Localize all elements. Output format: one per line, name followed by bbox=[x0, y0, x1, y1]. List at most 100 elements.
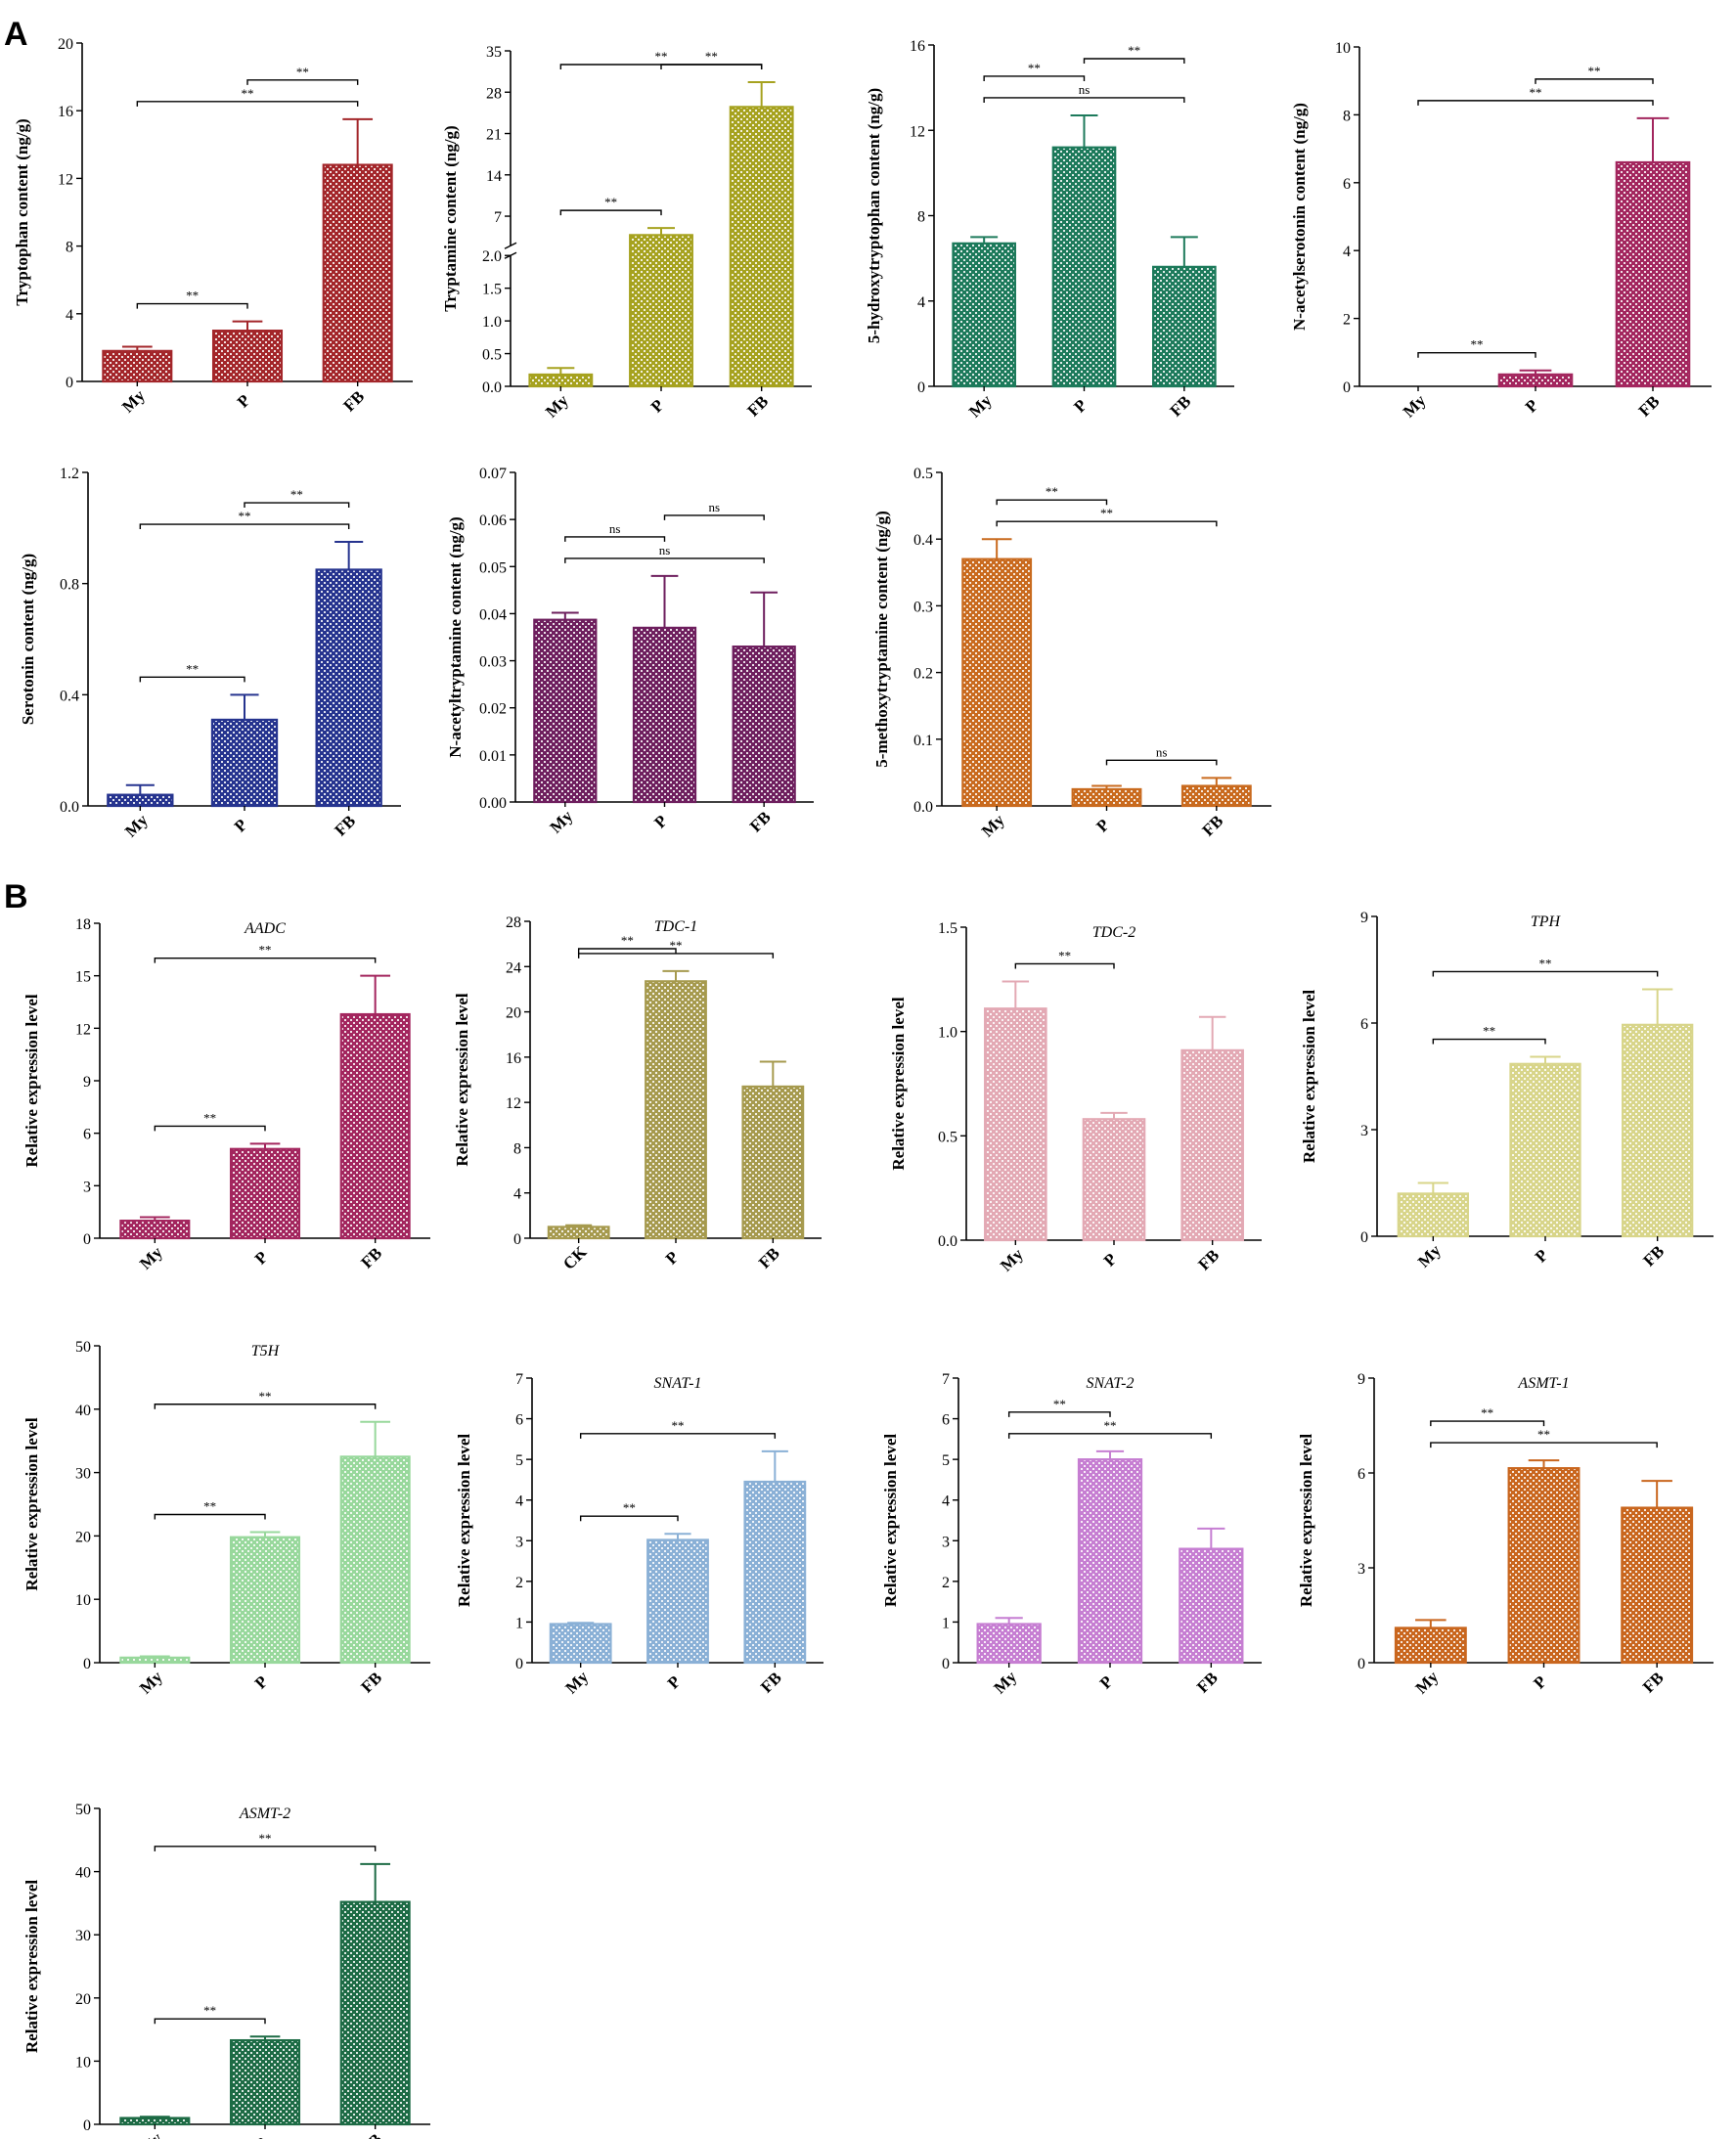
bar bbox=[1394, 1627, 1467, 1665]
y-tick-label: 2.0 bbox=[482, 248, 502, 265]
x-tick-label: CK bbox=[559, 1242, 591, 1273]
significance-label: ** bbox=[1104, 1418, 1117, 1433]
chart-8: 0 4 8 12 16 20 24 28 Relative expression level TD… bbox=[453, 914, 822, 1273]
x-tick-label: P bbox=[664, 1672, 685, 1693]
y-tick-label: 30 bbox=[75, 1466, 91, 1483]
y-tick-label: 0.5 bbox=[938, 1129, 957, 1145]
y-tick-label: 0 bbox=[1360, 1229, 1368, 1246]
y-tick-label: 50 bbox=[75, 1339, 91, 1356]
significance-label: ** bbox=[672, 1418, 685, 1433]
y-tick-label: 0 bbox=[66, 375, 73, 391]
chart-2: 0 4 8 12 16 5-hydroxytryptophan content (ng/g… bbox=[865, 38, 1234, 422]
y-tick-label: 5 bbox=[515, 1452, 523, 1469]
significance-label: ** bbox=[604, 195, 617, 209]
x-tick-label: My bbox=[561, 1667, 592, 1697]
y-tick-label: 20 bbox=[75, 1529, 91, 1545]
x-tick-label: FB bbox=[755, 1244, 783, 1272]
x-tick-label: My bbox=[547, 806, 577, 836]
y-axis-label: Relative expression level bbox=[1297, 1434, 1315, 1607]
y-tick-label: 0.5 bbox=[913, 466, 933, 482]
y-tick-label: 0.1 bbox=[913, 733, 933, 749]
y-tick-label: 0.04 bbox=[479, 606, 507, 623]
significance-label: ** bbox=[1128, 43, 1140, 58]
bar bbox=[1179, 1547, 1244, 1665]
y-tick-label: 16 bbox=[506, 1050, 521, 1067]
chart-3: 0 2 4 6 8 10 N-acetylserotonin content (ng/g) M… bbox=[1290, 40, 1712, 422]
significance-bracket bbox=[154, 1125, 266, 1132]
y-tick-label: 20 bbox=[75, 1991, 91, 2008]
chart-13: 0 1 2 3 4 5 6 7 Relative expression level SNAT-2 M… bbox=[881, 1371, 1262, 1698]
significance-bracket bbox=[154, 1404, 377, 1409]
chart-title: TPH bbox=[1531, 914, 1562, 930]
bar bbox=[533, 618, 598, 804]
y-axis-label: Tryptamine content (ng/g) bbox=[441, 125, 460, 311]
x-tick-label: My bbox=[990, 1667, 1020, 1697]
chart-1: 0.0 0.5 1.0 1.5 2.0 7 14 21 28 35 Tryptamine conte… bbox=[441, 44, 812, 422]
y-tick-label: 12 bbox=[58, 171, 73, 188]
bar bbox=[1497, 373, 1574, 388]
x-tick-label: FB bbox=[1635, 392, 1664, 421]
y-tick-label: 10 bbox=[75, 1592, 91, 1609]
bar bbox=[952, 242, 1016, 388]
y-tick-label: 15 bbox=[75, 969, 91, 986]
x-tick-label: P bbox=[1092, 816, 1113, 836]
significance-bracket bbox=[579, 1515, 679, 1522]
significance-bracket bbox=[577, 948, 677, 954]
significance-bracket bbox=[244, 502, 350, 509]
bar bbox=[1621, 1506, 1694, 1665]
y-tick-label: 12 bbox=[910, 123, 925, 140]
bar bbox=[743, 1480, 807, 1665]
y-tick-label: 7 bbox=[494, 209, 502, 226]
significance-label: ** bbox=[239, 509, 251, 523]
x-tick-label: FB bbox=[746, 808, 775, 836]
y-tick-label: 0.03 bbox=[479, 654, 507, 671]
bar bbox=[211, 330, 284, 383]
y-tick-label: 3 bbox=[1358, 1561, 1365, 1578]
y-tick-label: 4 bbox=[515, 1493, 523, 1510]
bar bbox=[1077, 1458, 1143, 1665]
significance-label: ns bbox=[709, 500, 721, 514]
x-tick-label: My bbox=[1400, 390, 1430, 421]
bar bbox=[629, 234, 693, 388]
significance-bracket bbox=[996, 499, 1108, 506]
y-axis-label: Relative expression level bbox=[453, 993, 471, 1166]
x-tick-label: My bbox=[118, 385, 149, 416]
x-tick-label: My bbox=[978, 810, 1008, 840]
y-axis-label: N-acetyltryptamine content (ng/g) bbox=[446, 516, 465, 757]
significance-bracket bbox=[154, 2018, 266, 2025]
y-tick-label: 0 bbox=[83, 2117, 91, 2134]
y-tick-label: 14 bbox=[486, 168, 502, 185]
bar bbox=[645, 980, 707, 1240]
bar bbox=[119, 1220, 191, 1240]
significance-bracket bbox=[983, 97, 1185, 103]
chart-7: 0 3 6 9 12 15 18 Relative expression level AADC M… bbox=[22, 916, 430, 1273]
significance-label: ** bbox=[621, 933, 634, 948]
y-tick-label: 0.0 bbox=[482, 379, 502, 396]
x-tick-label: My bbox=[997, 1244, 1027, 1274]
y-tick-label: 35 bbox=[486, 44, 502, 61]
y-tick-label: 16 bbox=[58, 104, 73, 120]
significance-bracket bbox=[1417, 100, 1654, 106]
x-tick-label: My bbox=[136, 1667, 166, 1697]
x-tick-label: P bbox=[1522, 396, 1542, 417]
significance-bracket bbox=[1007, 1433, 1213, 1439]
bar bbox=[315, 568, 382, 808]
x-tick-label: FB bbox=[1639, 1242, 1668, 1270]
chart-11: 0 10 20 30 40 50 Relative expression level T5H M… bbox=[22, 1339, 430, 1698]
y-tick-label: 0 bbox=[1343, 379, 1351, 396]
significance-bracket bbox=[577, 953, 775, 958]
y-tick-label: 0 bbox=[917, 379, 925, 396]
bar bbox=[339, 1900, 411, 2126]
bar bbox=[1622, 1023, 1694, 1238]
significance-bracket bbox=[154, 1846, 377, 1851]
significance-bracket bbox=[579, 1433, 777, 1439]
chart-title: T5H bbox=[251, 1343, 281, 1359]
y-tick-label: 9 bbox=[1360, 910, 1368, 926]
x-tick-label: My bbox=[121, 810, 152, 840]
chart-title: ASMT-1 bbox=[1517, 1375, 1569, 1392]
chart-title: SNAT-1 bbox=[654, 1375, 702, 1392]
x-tick-label: FB bbox=[757, 1669, 785, 1697]
y-tick-label: 0 bbox=[515, 1656, 523, 1672]
x-tick-label: P bbox=[251, 2134, 272, 2139]
